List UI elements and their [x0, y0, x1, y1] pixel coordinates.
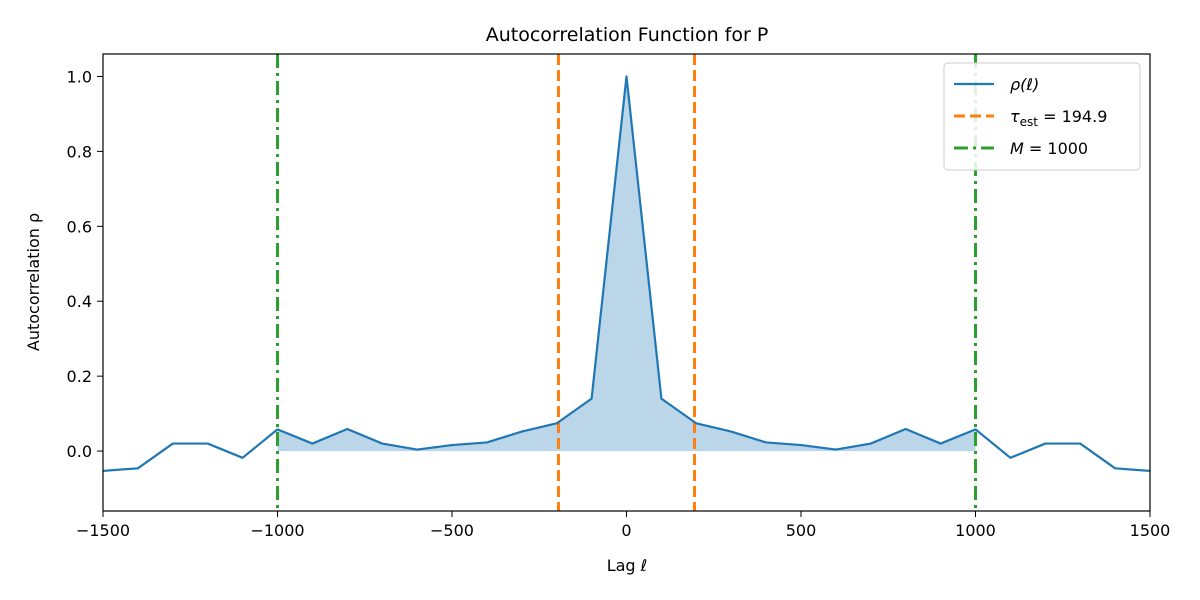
acf-series-line: [102, 75, 1151, 473]
x-axis-ticks: −1500 −1000 −500 0 500 1000 1500: [76, 511, 1170, 540]
y-tick-label: 0.8: [67, 142, 92, 161]
y-tick-label: 0.0: [67, 442, 92, 461]
y-axis-ticks: 0.0 0.2 0.4 0.6 0.8 1.0: [67, 67, 103, 461]
legend-entry-rho-label: ρ(ℓ): [1010, 75, 1039, 94]
x-tick-label: −1000: [250, 521, 304, 540]
series-layer: [102, 75, 1151, 473]
y-tick-label: 0.6: [67, 217, 92, 236]
legend-box: [943, 62, 1141, 171]
x-tick-label: 1500: [1130, 521, 1171, 540]
acf-fill-area: [277, 76, 976, 452]
legend-entry-tau-label: τest = 194.9: [1010, 107, 1107, 129]
y-tick-label: 0.2: [67, 367, 92, 386]
x-tick-label: −500: [430, 521, 474, 540]
chart-title: Autocorrelation Function for P: [486, 24, 769, 46]
y-axis-label: Autocorrelation ρ: [24, 213, 43, 351]
x-tick-label: 0: [621, 521, 631, 540]
x-tick-label: 1000: [955, 521, 996, 540]
legend-entry-m-label: M = 1000: [1010, 139, 1088, 158]
vline-layer: [276, 54, 977, 511]
x-tick-label: 500: [786, 521, 817, 540]
y-tick-label: 0.4: [67, 292, 92, 311]
y-tick-label: 1.0: [67, 67, 92, 86]
fill-layer: [277, 76, 976, 452]
x-tick-label: −1500: [76, 521, 130, 540]
legend: ρ(ℓ) τest = 194.9 M = 1000: [943, 62, 1141, 171]
x-axis-label: Lag ℓ: [607, 556, 648, 575]
